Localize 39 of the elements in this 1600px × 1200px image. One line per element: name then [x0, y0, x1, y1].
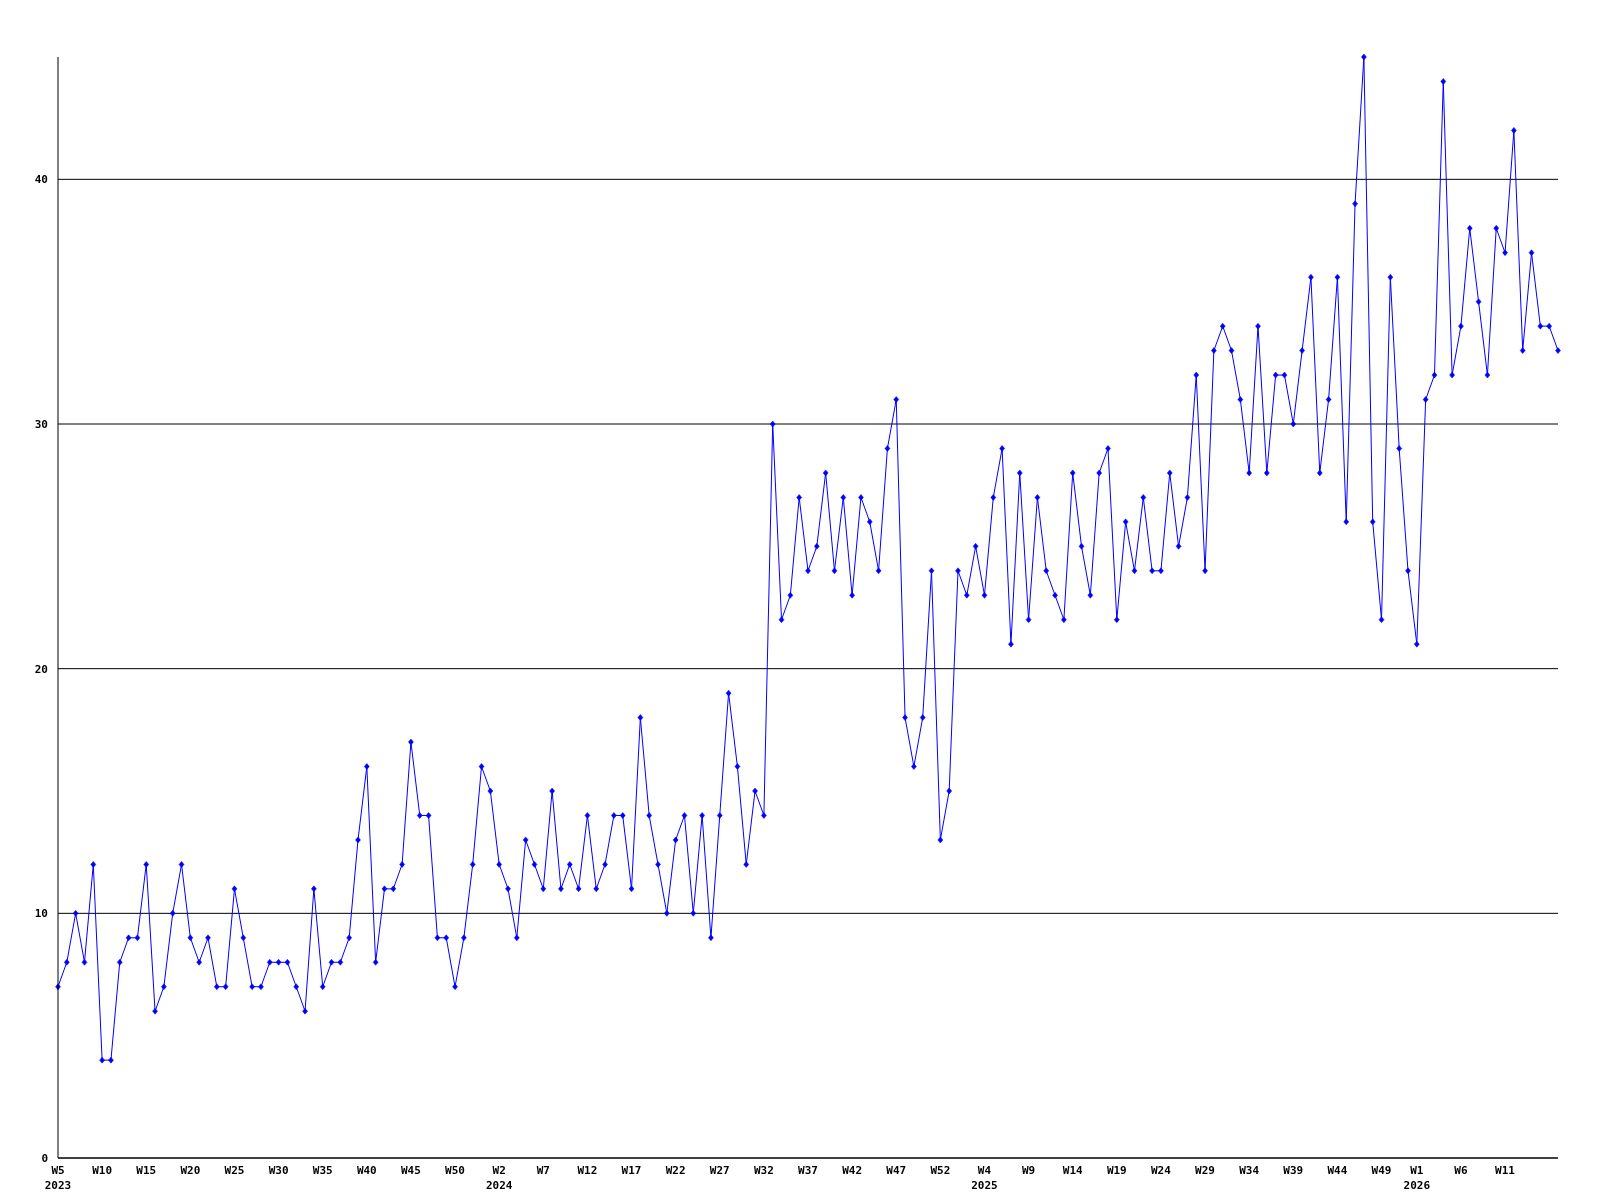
x-tick-label: W5 2023 — [44, 1164, 72, 1192]
x-tick-label: W1 2026 — [1403, 1164, 1431, 1192]
x-tick-label: W49 — [1371, 1164, 1392, 1177]
x-tick-label: W25 — [224, 1164, 245, 1177]
x-tick-label: W22 — [665, 1164, 686, 1177]
x-tick-label: W30 — [268, 1164, 289, 1177]
x-tick-label: W17 — [621, 1164, 642, 1177]
x-tick-label: W52 — [930, 1164, 951, 1177]
x-tick-label: W4 2025 — [971, 1164, 998, 1192]
x-tick-label: W32 — [753, 1164, 774, 1177]
x-tick-label: W29 — [1195, 1164, 1215, 1177]
x-tick-label: W34 — [1239, 1164, 1260, 1177]
x-tick-label: W7 — [536, 1164, 550, 1177]
x-tick-label: W12 — [577, 1164, 598, 1177]
x-tick-label: W40 — [356, 1164, 377, 1177]
x-tick-label: W19 — [1106, 1164, 1127, 1177]
x-tick-label: W42 — [842, 1164, 863, 1177]
x-tick-label: W37 — [798, 1164, 818, 1177]
x-tick-label: W24 — [1151, 1164, 1172, 1177]
x-tick-label: W39 — [1283, 1164, 1304, 1177]
y-tick-label: 30 — [34, 417, 48, 431]
x-tick-label: W44 — [1327, 1164, 1348, 1177]
x-tick-label: W6 — [1454, 1164, 1468, 1177]
x-tick-label: W47 — [886, 1164, 907, 1177]
x-tick-label: W15 — [136, 1164, 157, 1177]
x-tick-label: W9 — [1021, 1164, 1036, 1177]
y-tick-label: 0 — [41, 1151, 48, 1165]
y-tick-label: 10 — [34, 907, 48, 921]
x-tick-label: W14 — [1062, 1164, 1084, 1177]
x-tick-label: W50 — [445, 1164, 465, 1177]
x-tick-label: W20 — [180, 1164, 201, 1177]
y-tick-label: 20 — [34, 662, 48, 676]
x-tick-label: W10 — [92, 1164, 113, 1177]
x-tick-label: W35 — [312, 1164, 333, 1177]
x-tick-label: W11 — [1495, 1164, 1516, 1177]
x-tick-label: W45 — [401, 1164, 421, 1177]
y-tick-label: 40 — [34, 173, 48, 187]
x-tick-label: W2 2024 — [485, 1164, 513, 1192]
x-tick-label: W27 — [709, 1164, 730, 1177]
